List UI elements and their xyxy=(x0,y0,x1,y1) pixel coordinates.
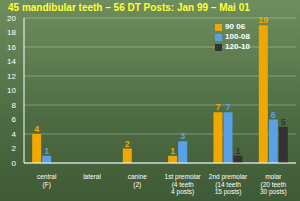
svg-text:4: 4 xyxy=(34,124,39,134)
svg-text:lateral: lateral xyxy=(83,173,101,180)
svg-text:14: 14 xyxy=(8,57,17,66)
html-text:120-10: 120-10 xyxy=(225,42,250,51)
svg-text:2: 2 xyxy=(125,139,130,149)
svg-text:0: 0 xyxy=(12,159,17,168)
svg-text:central(F): central(F) xyxy=(37,173,57,189)
svg-text:19: 19 xyxy=(258,15,268,25)
svg-text:2: 2 xyxy=(12,144,17,153)
svg-text:7: 7 xyxy=(225,102,230,112)
svg-text:4: 4 xyxy=(12,130,17,139)
svg-text:16: 16 xyxy=(8,43,17,52)
svg-text:7: 7 xyxy=(215,102,220,112)
svg-text:20: 20 xyxy=(8,14,17,23)
svg-text:molar(20 teeth30 posts): molar(20 teeth30 posts) xyxy=(260,173,287,196)
svg-text:3: 3 xyxy=(180,131,185,141)
html-text:45 mandibular teeth – 56 DT Po: 45 mandibular teeth – 56 DT Posts: Jan 9… xyxy=(8,2,250,13)
svg-text:18: 18 xyxy=(8,28,17,37)
svg-text:5: 5 xyxy=(281,117,286,127)
svg-text:12: 12 xyxy=(8,72,17,81)
svg-text:6: 6 xyxy=(12,115,17,124)
svg-text:1: 1 xyxy=(235,146,240,156)
svg-text:8: 8 xyxy=(12,101,17,110)
svg-text:2nd premolar(14 teeth15 posts): 2nd premolar(14 teeth15 posts) xyxy=(209,173,248,196)
svg-text:6: 6 xyxy=(271,110,276,120)
svg-text:1: 1 xyxy=(170,146,175,156)
svg-text:1st premolar(4 teeth4 posts): 1st premolar(4 teeth4 posts) xyxy=(165,173,202,196)
html-text:90 06: 90 06 xyxy=(225,22,246,31)
svg-text:canine(2): canine(2) xyxy=(128,173,148,189)
html-text:100-08: 100-08 xyxy=(225,32,250,41)
svg-text:10: 10 xyxy=(8,86,17,95)
svg-text:1: 1 xyxy=(44,146,49,156)
